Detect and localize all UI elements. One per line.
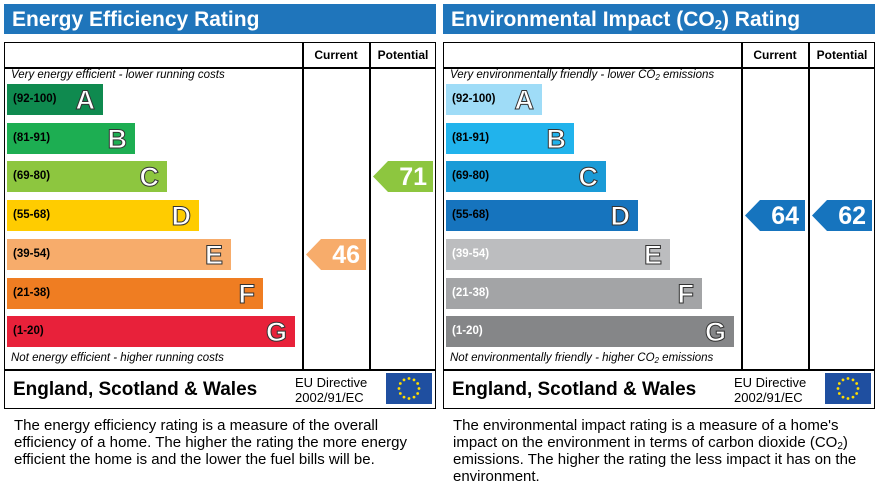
band-d: (55-68) D xyxy=(446,200,638,232)
band-f: (21-38) F xyxy=(446,277,702,309)
band-d: (55-68) D xyxy=(7,200,199,232)
band-letter: D xyxy=(610,201,630,232)
directive-line2: 2002/91/EC xyxy=(295,390,364,405)
band-c: (69-80) C xyxy=(446,161,606,193)
band-range: (55-68) xyxy=(13,209,51,222)
band-a: (92-100) A xyxy=(7,84,103,116)
band-range: (81-91) xyxy=(452,131,490,144)
band-range: (81-91) xyxy=(13,131,51,144)
eu-directive: EU Directive 2002/91/EC xyxy=(295,375,367,405)
band-a: (92-100) A xyxy=(446,84,542,116)
energy-efficiency-chart: Current Potential Very energy efficient … xyxy=(4,42,436,409)
top-caption: Very energy efficient - lower running co… xyxy=(11,69,225,81)
eu-flag-icon xyxy=(386,373,432,404)
band-letter: F xyxy=(238,278,255,309)
current-column-header: Current xyxy=(314,48,358,62)
band-g: (1-20) G xyxy=(7,316,295,348)
band-range: (21-38) xyxy=(452,286,490,299)
band-letter: D xyxy=(171,201,191,232)
eu-directive: EU Directive 2002/91/EC xyxy=(734,375,806,405)
directive-line2: 2002/91/EC xyxy=(734,390,803,405)
energy-efficiency-panel: Energy Efficiency Rating Current Potenti… xyxy=(4,0,440,493)
footer-region: England, Scotland & Wales xyxy=(13,379,258,400)
band-e: (39-54) E xyxy=(7,238,231,270)
directive-line1: EU Directive xyxy=(734,375,807,390)
band-letter: E xyxy=(643,239,662,270)
directive-line1: EU Directive xyxy=(295,375,368,390)
band-range: (55-68) xyxy=(452,209,490,222)
band-range: (92-100) xyxy=(452,93,496,105)
band-letter: A xyxy=(75,85,95,116)
band-g: (1-20) G xyxy=(446,316,734,348)
band-letter: G xyxy=(704,317,726,348)
current-rating-arrow: 46 xyxy=(306,238,366,270)
band-e: (39-54) E xyxy=(446,238,670,270)
bottom-caption: Not environmentally friendly - higher CO… xyxy=(450,352,714,365)
environmental-impact-panel: Environmental Impact (CO2) Rating Curren… xyxy=(443,0,879,493)
eu-flag-icon xyxy=(825,373,871,404)
band-range: (1-20) xyxy=(452,325,483,338)
footer-region: England, Scotland & Wales xyxy=(452,379,697,400)
band-range: (39-54) xyxy=(452,247,490,260)
current-rating-arrow: 64 xyxy=(745,200,805,232)
current-rating-value: 64 xyxy=(771,202,799,231)
bottom-caption: Not energy efficient - higher running co… xyxy=(11,352,224,364)
band-range: (69-80) xyxy=(452,170,490,183)
band-range: (39-54) xyxy=(13,247,51,260)
environmental-impact-title: Environmental Impact (CO2) Rating xyxy=(443,4,875,34)
potential-rating-arrow: 71 xyxy=(373,161,433,193)
band-letter: C xyxy=(578,162,598,193)
band-letter: A xyxy=(514,85,534,116)
energy-description: The energy efficiency rating is a measur… xyxy=(14,417,408,468)
current-rating-value: 46 xyxy=(332,240,360,269)
environmental-description: The environmental impact rating is a mea… xyxy=(453,417,857,485)
band-range: (69-80) xyxy=(13,170,51,183)
band-letter: B xyxy=(107,123,127,154)
environmental-impact-chart: Current Potential Very environmentally f… xyxy=(443,42,875,409)
band-b: (81-91) B xyxy=(7,122,135,154)
top-caption: Very environmentally friendly - lower CO… xyxy=(450,69,715,82)
band-range: (92-100) xyxy=(13,93,57,105)
band-letter: B xyxy=(546,123,566,154)
band-c: (69-80) C xyxy=(7,161,167,193)
potential-column-header: Potential xyxy=(816,48,868,62)
potential-column-header: Potential xyxy=(377,48,429,62)
band-range: (1-20) xyxy=(13,325,44,338)
current-column-header: Current xyxy=(753,48,797,62)
band-b: (81-91) B xyxy=(446,122,574,154)
band-letter: C xyxy=(139,162,159,193)
energy-efficiency-title: Energy Efficiency Rating xyxy=(4,4,436,34)
potential-rating-arrow: 62 xyxy=(812,200,872,232)
band-letter: G xyxy=(265,317,287,348)
potential-rating-value: 62 xyxy=(838,202,866,231)
band-letter: F xyxy=(677,278,694,309)
band-range: (21-38) xyxy=(13,286,51,299)
band-f: (21-38) F xyxy=(7,277,263,309)
band-letter: E xyxy=(204,239,223,270)
potential-rating-value: 71 xyxy=(399,163,427,192)
